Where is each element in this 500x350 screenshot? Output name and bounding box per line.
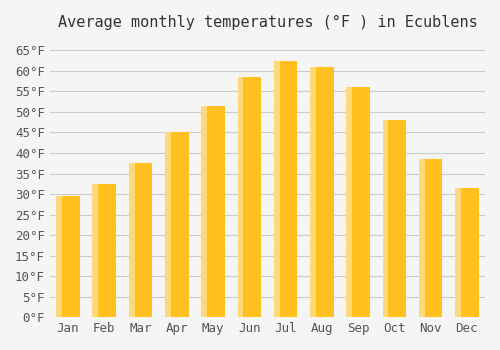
Bar: [274, 61, 280, 317]
Bar: [128, 163, 152, 317]
Bar: [202, 106, 207, 317]
Bar: [346, 88, 370, 317]
Bar: [92, 184, 116, 317]
Bar: [165, 133, 188, 317]
Bar: [346, 88, 352, 317]
Bar: [238, 77, 261, 317]
Bar: [56, 196, 62, 317]
Bar: [310, 67, 334, 317]
Bar: [165, 133, 171, 317]
Bar: [202, 106, 225, 317]
Bar: [382, 120, 406, 317]
Bar: [238, 77, 244, 317]
Bar: [274, 61, 297, 317]
Bar: [455, 188, 461, 317]
Bar: [419, 159, 424, 317]
Bar: [310, 67, 316, 317]
Title: Average monthly temperatures (°F ) in Ecublens: Average monthly temperatures (°F ) in Ec…: [58, 15, 478, 30]
Bar: [92, 184, 98, 317]
Bar: [455, 188, 478, 317]
Bar: [419, 159, 442, 317]
Bar: [382, 120, 388, 317]
Bar: [56, 196, 80, 317]
Bar: [128, 163, 134, 317]
